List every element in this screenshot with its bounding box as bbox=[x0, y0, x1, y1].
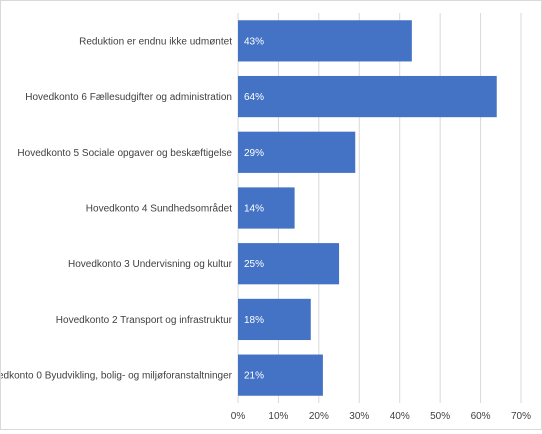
bar-data-label: 18% bbox=[244, 315, 264, 326]
bar bbox=[238, 20, 412, 62]
bar bbox=[238, 131, 356, 173]
x-tick-label: 0% bbox=[231, 411, 246, 422]
x-tick-label: 20% bbox=[309, 411, 329, 422]
bar-data-label: 21% bbox=[244, 371, 264, 382]
x-axis-ticks: 0% 10% 20% 30% 40% 50% 60% 70% bbox=[231, 411, 531, 422]
category-label: Reduktion er endnu ikke udmøntet bbox=[79, 36, 232, 47]
x-tick-label: 40% bbox=[390, 411, 410, 422]
category-label: Hovedkonto 6 Fællesudgifter og administr… bbox=[25, 92, 232, 103]
x-tick-label: 70% bbox=[511, 411, 531, 422]
bar-data-label: 64% bbox=[244, 92, 264, 103]
category-label: Hovedkonto 2 Transport og infrastruktur bbox=[56, 315, 233, 326]
x-tick-label: 30% bbox=[349, 411, 369, 422]
category-label: Hovedkonto 4 Sundhedsområdet bbox=[86, 203, 232, 215]
x-tick-label: 10% bbox=[268, 411, 288, 422]
category-labels: Reduktion er endnu ikke udmøntet Hovedkon… bbox=[0, 36, 233, 382]
x-tick-label: 50% bbox=[430, 411, 450, 422]
bar bbox=[238, 298, 311, 341]
bar bbox=[238, 354, 323, 396]
bar bbox=[238, 243, 340, 285]
bar bbox=[238, 187, 295, 229]
bar-data-label: 14% bbox=[244, 204, 264, 215]
x-tick-label: 60% bbox=[471, 411, 491, 422]
bar-data-label: 25% bbox=[244, 259, 264, 270]
category-label: Hovedkonto 3 Undervisning og kultur bbox=[68, 259, 233, 270]
category-label: Hovedkonto 0 Byudvikling, bolig- og milj… bbox=[1, 371, 233, 382]
category-label: Hovedkonto 5 Sociale opgaver og beskæfti… bbox=[17, 148, 232, 159]
bar-data-label: 43% bbox=[244, 36, 264, 47]
bar-data-label: 29% bbox=[244, 148, 264, 159]
bars: 43% 64% 29% 14% 25% 18% 21% bbox=[238, 20, 497, 396]
bar bbox=[238, 75, 497, 118]
